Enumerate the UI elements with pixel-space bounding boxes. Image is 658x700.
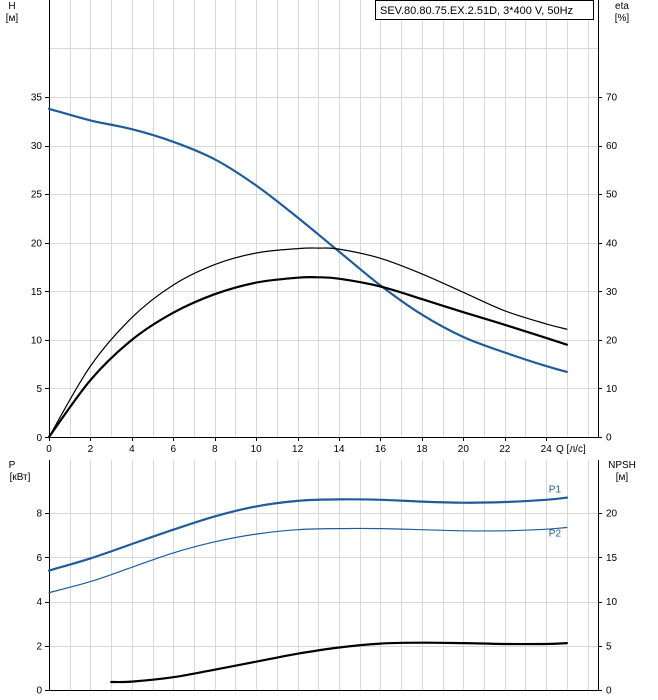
tick-label-left: 0 bbox=[36, 686, 42, 697]
tick-label-x: 22 bbox=[499, 444, 511, 455]
tick-label-right: 50 bbox=[606, 190, 618, 201]
tick-label-x: 4 bbox=[129, 444, 135, 455]
tick-label-x: 18 bbox=[416, 444, 428, 455]
tick-label-left: 15 bbox=[31, 287, 43, 298]
tick-label-right: 30 bbox=[606, 287, 618, 298]
tick-label-right: 70 bbox=[606, 93, 618, 104]
y-left-title: P bbox=[9, 460, 16, 471]
series-label-p2: P2 bbox=[549, 528, 562, 539]
y-right-unit: [м] bbox=[616, 472, 629, 483]
series-p2-line bbox=[48, 526, 568, 594]
tick-label-right: 5 bbox=[606, 641, 612, 652]
y-left-title: H bbox=[8, 1, 15, 12]
tick-label-x: 16 bbox=[375, 444, 387, 455]
tick-label-x: 8 bbox=[212, 444, 218, 455]
tick-label-x: 10 bbox=[251, 444, 263, 455]
series-efficiency-upper-line bbox=[48, 247, 568, 438]
tick-label-x: 20 bbox=[458, 444, 470, 455]
tick-label-left: 10 bbox=[31, 335, 43, 346]
y-right-title: eta bbox=[615, 1, 629, 12]
tick-label-x: 24 bbox=[541, 444, 553, 455]
tick-label-left: 35 bbox=[31, 93, 43, 104]
series-npsh-line bbox=[110, 641, 568, 684]
series-head-line bbox=[47, 107, 568, 373]
grid-lines bbox=[49, 0, 598, 690]
tick-label-left: 5 bbox=[36, 384, 42, 395]
y-left-unit: [м] bbox=[6, 13, 19, 24]
series-efficiency-line bbox=[47, 275, 568, 439]
tick-label-left: 6 bbox=[36, 553, 42, 564]
y-left-unit: [кВт] bbox=[10, 472, 31, 483]
tick-label-left: 2 bbox=[36, 641, 42, 652]
tick-label-right: 10 bbox=[606, 597, 618, 608]
tick-label-left: 20 bbox=[31, 238, 43, 249]
tick-label-right: 10 bbox=[606, 384, 618, 395]
tick-label-left: 8 bbox=[36, 509, 42, 520]
tick-label-x: 12 bbox=[292, 444, 304, 455]
tick-label-x: 2 bbox=[88, 444, 94, 455]
tick-label-left: 30 bbox=[31, 141, 43, 152]
tick-label-x: 14 bbox=[333, 444, 345, 455]
tick-label-left: 4 bbox=[36, 597, 42, 608]
model-label-box bbox=[375, 0, 594, 20]
tick-label-right: 0 bbox=[606, 686, 612, 697]
y-right-unit: [%] bbox=[615, 13, 630, 24]
series-label-p1: P1 bbox=[549, 485, 562, 496]
x-axis-label: Q [л/с] bbox=[556, 444, 586, 455]
tick-label-left: 25 bbox=[31, 190, 43, 201]
tick-label-right: 40 bbox=[606, 238, 618, 249]
series-p1-line bbox=[47, 496, 568, 572]
chart-text: SEV.80.80.75.EX.2.51D, 3*400 V, 50Hz Q [… bbox=[6, 0, 636, 539]
tick-label-right: 20 bbox=[606, 335, 618, 346]
tick-label-right: 20 bbox=[606, 509, 618, 520]
tick-label-x: 0 bbox=[46, 444, 52, 455]
y-right-title: NPSH bbox=[608, 460, 636, 471]
tick-label-right: 0 bbox=[606, 433, 612, 444]
tick-label-right: 60 bbox=[606, 141, 618, 152]
data-series bbox=[47, 107, 568, 684]
tick-label-right: 15 bbox=[606, 553, 618, 564]
model-label: SEV.80.80.75.EX.2.51D, 3*400 V, 50Hz bbox=[380, 5, 573, 17]
tick-label-x: 6 bbox=[171, 444, 177, 455]
tick-label-left: 0 bbox=[36, 433, 42, 444]
axes bbox=[49, 0, 599, 691]
